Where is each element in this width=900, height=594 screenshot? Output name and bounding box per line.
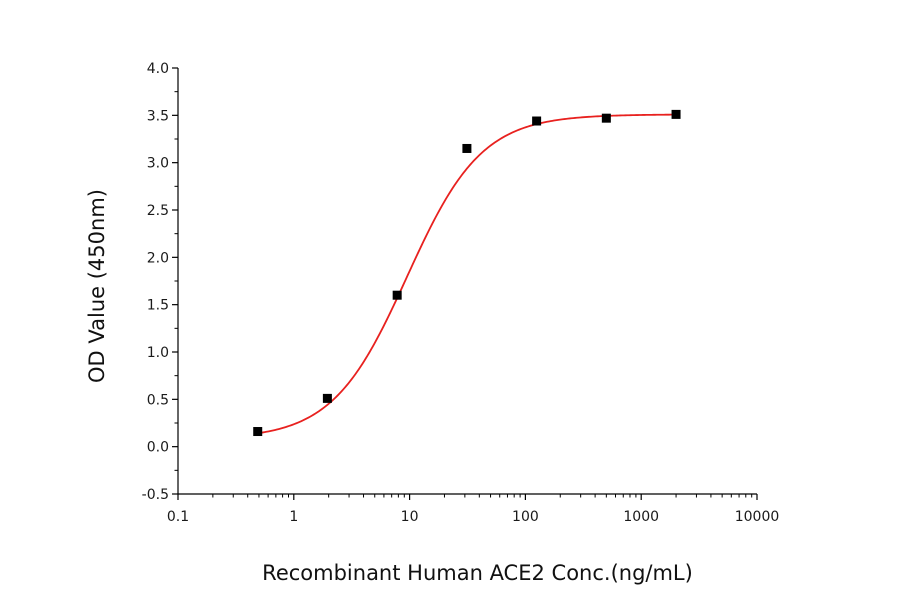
x-tick-label: 10000 xyxy=(735,509,780,525)
data-point xyxy=(462,143,472,153)
x-ticks: 0.1 1 10 100 1000 10000 xyxy=(167,494,779,525)
y-tick-label: -0.5 xyxy=(142,487,169,503)
x-tick-label: 1000 xyxy=(623,509,659,525)
data-point xyxy=(601,113,611,123)
axes: -0.5 0.0 0.5 1.0 1.5 2.0 2.5 3.0 3.5 4.0 0.1 1 10 10… xyxy=(142,61,780,525)
y-tick-label: 4.0 xyxy=(147,61,169,77)
y-tick-label: 2.0 xyxy=(147,250,169,266)
data-point xyxy=(532,116,542,126)
data-point xyxy=(253,427,263,437)
data-point xyxy=(671,109,681,119)
data-point xyxy=(322,393,332,403)
y-axis-title: OD Value (450nm) xyxy=(85,189,109,383)
y-tick-label: 0.0 xyxy=(147,440,169,456)
y-tick-label: 1.0 xyxy=(147,345,169,361)
x-tick-label: 100 xyxy=(512,509,539,525)
data-point xyxy=(392,290,402,300)
y-tick-label: 0.5 xyxy=(147,392,169,408)
x-tick-label: 0.1 xyxy=(167,509,189,525)
y-ticks: -0.5 0.0 0.5 1.0 1.5 2.0 2.5 3.0 3.5 4.0 xyxy=(142,61,178,503)
y-tick-label: 1.5 xyxy=(147,298,169,314)
y-tick-label: 3.0 xyxy=(147,156,169,172)
fit-curve xyxy=(257,113,677,435)
y-tick-label: 3.5 xyxy=(147,108,169,124)
data-points xyxy=(253,109,681,437)
x-tick-label: 10 xyxy=(401,509,419,525)
x-tick-label: 1 xyxy=(289,509,298,525)
y-tick-label: 2.5 xyxy=(147,203,169,219)
x-axis-title: Recombinant Human ACE2 Conc.(ng/mL) xyxy=(262,561,693,585)
